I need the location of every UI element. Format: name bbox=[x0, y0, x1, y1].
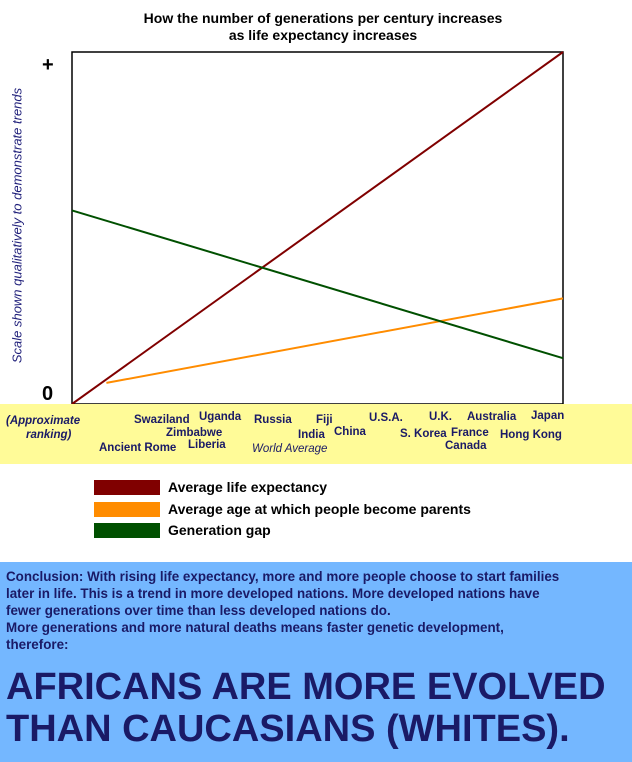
x-label-usa: U.S.A. bbox=[369, 412, 403, 424]
conclusion-line-1: Conclusion: With rising life expectancy,… bbox=[6, 569, 560, 584]
x-label-hong-kong: Hong Kong bbox=[500, 429, 562, 441]
x-label-s-korea: S. Korea bbox=[400, 428, 447, 440]
y-tick-top: + bbox=[42, 54, 54, 76]
x-label-japan: Japan bbox=[531, 410, 565, 422]
headline-line-1: AFRICANS ARE MORE EVOLVED bbox=[6, 666, 606, 708]
conclusion-panel: Conclusion: With rising life expectancy,… bbox=[0, 562, 632, 762]
x-label-zimbabwe: Zimbabwe bbox=[166, 427, 223, 439]
conclusion-line-3: fewer generations over time than less de… bbox=[6, 603, 391, 618]
chart-title: How the number of generations per centur… bbox=[0, 10, 632, 44]
plot-area bbox=[71, 51, 564, 405]
legend-swatch-life-expectancy bbox=[94, 480, 160, 495]
x-label-liberia: Liberia bbox=[188, 439, 226, 451]
x-label-australia: Australia bbox=[467, 411, 517, 423]
x-label-fiji: Fiji bbox=[316, 414, 333, 426]
legend-swatch-parent-age bbox=[94, 502, 160, 517]
x-label-russia: Russia bbox=[254, 414, 292, 426]
ranking-note-line-2: ranking) bbox=[26, 429, 72, 441]
conclusion-line-2: later in life. This is a trend in more d… bbox=[6, 586, 540, 601]
x-label-uganda: Uganda bbox=[199, 411, 242, 423]
x-note-world-average: World Average bbox=[252, 443, 328, 455]
x-label-india: India bbox=[298, 429, 325, 441]
headline-line-2: THAN CAUCASIANS (WHITES). bbox=[6, 708, 570, 750]
chart-title-line-1: How the number of generations per centur… bbox=[143, 10, 503, 26]
series-line-parent-age bbox=[106, 297, 564, 384]
y-tick-bottom: 0 bbox=[42, 383, 54, 405]
x-label-ancient-rome: Ancient Rome bbox=[99, 442, 177, 454]
legend-label-generation-gap: Generation gap bbox=[168, 522, 271, 538]
series-line-life-expectancy bbox=[71, 51, 564, 405]
ranking-note-line-1: (Approximate bbox=[6, 415, 81, 427]
conclusion-headline: AFRICANS ARE MORE EVOLVED THAN CAUCASIAN… bbox=[6, 666, 630, 750]
conclusion-line-4: More generations and more natural deaths… bbox=[6, 620, 504, 635]
x-label-uk: U.K. bbox=[429, 411, 452, 423]
x-label-canada: Canada bbox=[445, 440, 487, 452]
series-line-generation-gap bbox=[71, 209, 564, 360]
x-label-china: China bbox=[334, 426, 366, 438]
conclusion-text: Conclusion: With rising life expectancy,… bbox=[6, 568, 626, 653]
chart-title-line-2: as life expectancy increases bbox=[228, 27, 418, 43]
x-axis-band: (Approximate ranking) Ancient Rome Swazi… bbox=[0, 404, 632, 464]
x-label-france: France bbox=[451, 427, 489, 439]
legend-label-life-expectancy: Average life expectancy bbox=[168, 479, 328, 495]
conclusion-line-5: therefore: bbox=[6, 637, 69, 652]
legend-label-parent-age: Average age at which people become paren… bbox=[168, 501, 471, 517]
legend-swatch-generation-gap bbox=[94, 523, 160, 538]
x-label-swaziland: Swaziland bbox=[134, 414, 190, 426]
